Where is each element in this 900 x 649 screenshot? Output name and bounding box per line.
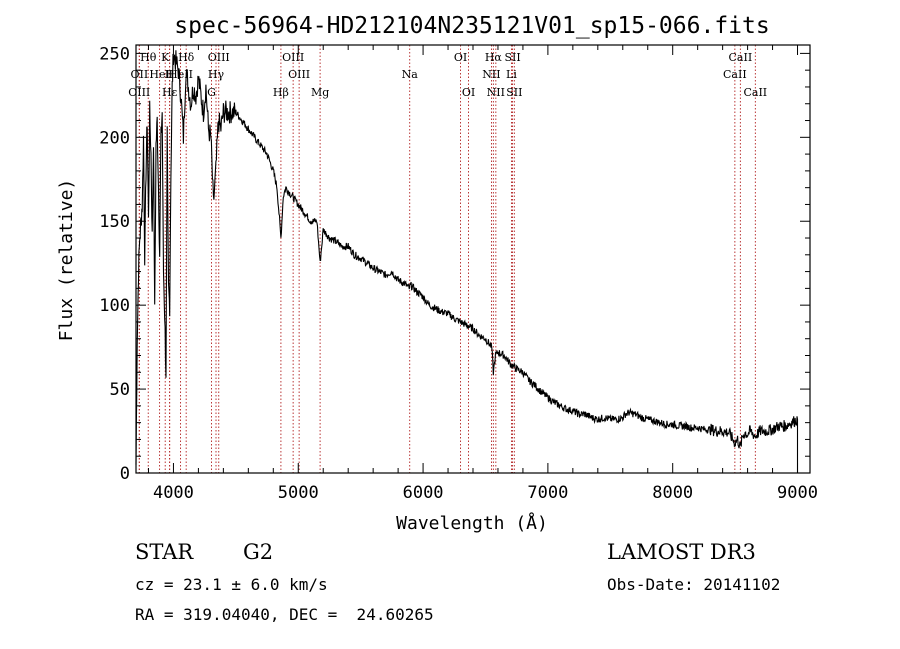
line-marker-label-19: Hα	[485, 51, 503, 64]
y-tick-label: 250	[99, 44, 130, 64]
object-class: STAR	[135, 540, 194, 564]
subclass: G2	[243, 540, 273, 564]
line-marker-label-18: OI	[462, 86, 475, 99]
line-marker-label-7: Hδ	[178, 51, 195, 64]
obs-date: Obs-Date: 20141102	[607, 575, 780, 594]
y-tick-label: 100	[99, 296, 130, 316]
line-marker-label-5: Hε	[162, 86, 178, 99]
line-marker-label-25: CaII	[729, 51, 753, 64]
line-marker-label-1: OII	[131, 68, 149, 81]
line-marker-label-0: Hθ	[140, 51, 157, 64]
coordinates: RA = 319.04040, DEC = 24.60265	[135, 605, 434, 624]
line-marker-label-26: CaII	[723, 68, 747, 81]
line-marker-label-22: SII	[504, 51, 520, 64]
x-tick-label: 5000	[278, 483, 319, 503]
line-marker-label-17: OI	[454, 51, 467, 64]
y-tick-label: 150	[99, 212, 130, 232]
line-marker-label-20: NII	[482, 68, 500, 81]
flux-series-line	[135, 50, 799, 473]
y-axis-ticks: 0 50 100 150 200 250	[99, 44, 810, 484]
line-marker-label-24: SII	[506, 86, 522, 99]
x-tick-label: 9000	[777, 483, 818, 503]
line-marker-label-4: K	[161, 51, 170, 64]
x-axis-ticks: 4000 5000 6000 7000 8000 9000	[147, 45, 818, 503]
y-tick-label: 50	[110, 380, 130, 400]
line-marker-label-21: NII	[487, 86, 505, 99]
line-marker-label-12: OIII	[282, 51, 304, 64]
line-marker-label-11: G	[207, 86, 216, 99]
line-marker-label-23: Li	[506, 68, 517, 81]
line-marker-label-14: Hβ	[273, 86, 289, 99]
line-marker-label-2: OIII	[128, 86, 150, 99]
y-tick-label: 200	[99, 128, 130, 148]
x-tick-label: 4000	[153, 483, 194, 503]
chart-title: spec-56964-HD212104N235121V01_sp15-066.f…	[174, 13, 769, 39]
survey-name: LAMOST DR3	[607, 540, 756, 564]
line-marker-label-9: OIII	[208, 51, 230, 64]
line-marker-label-27: CaII	[743, 86, 767, 99]
line-marker-label-3: HeI	[149, 68, 169, 81]
y-tick-label: 0	[120, 464, 130, 484]
line-marker-labels-group: Hθ OII OIII HeI K Hε HHδ HeII OIII Hγ G OIII OIII Hβ M…	[128, 51, 767, 99]
line-marker-label-15: Mg	[311, 86, 329, 99]
redshift-cz: cz = 23.1 ± 6.0 km/s	[135, 575, 328, 594]
line-marker-label-8: HeII	[168, 68, 193, 81]
x-tick-label: 7000	[527, 483, 568, 503]
x-tick-label: 8000	[652, 483, 693, 503]
x-axis-label: Wavelength (Å)	[396, 512, 548, 534]
line-marker-label-6: H	[165, 68, 175, 81]
line-marker-label-16: Na	[402, 68, 419, 81]
x-tick-label: 6000	[403, 483, 444, 503]
line-markers-group	[138, 45, 756, 473]
y-axis-label: Flux (relative)	[56, 179, 77, 342]
plot-frame	[135, 44, 811, 474]
line-marker-label-13: OIII	[288, 68, 310, 81]
line-marker-label-10: Hγ	[208, 68, 225, 81]
